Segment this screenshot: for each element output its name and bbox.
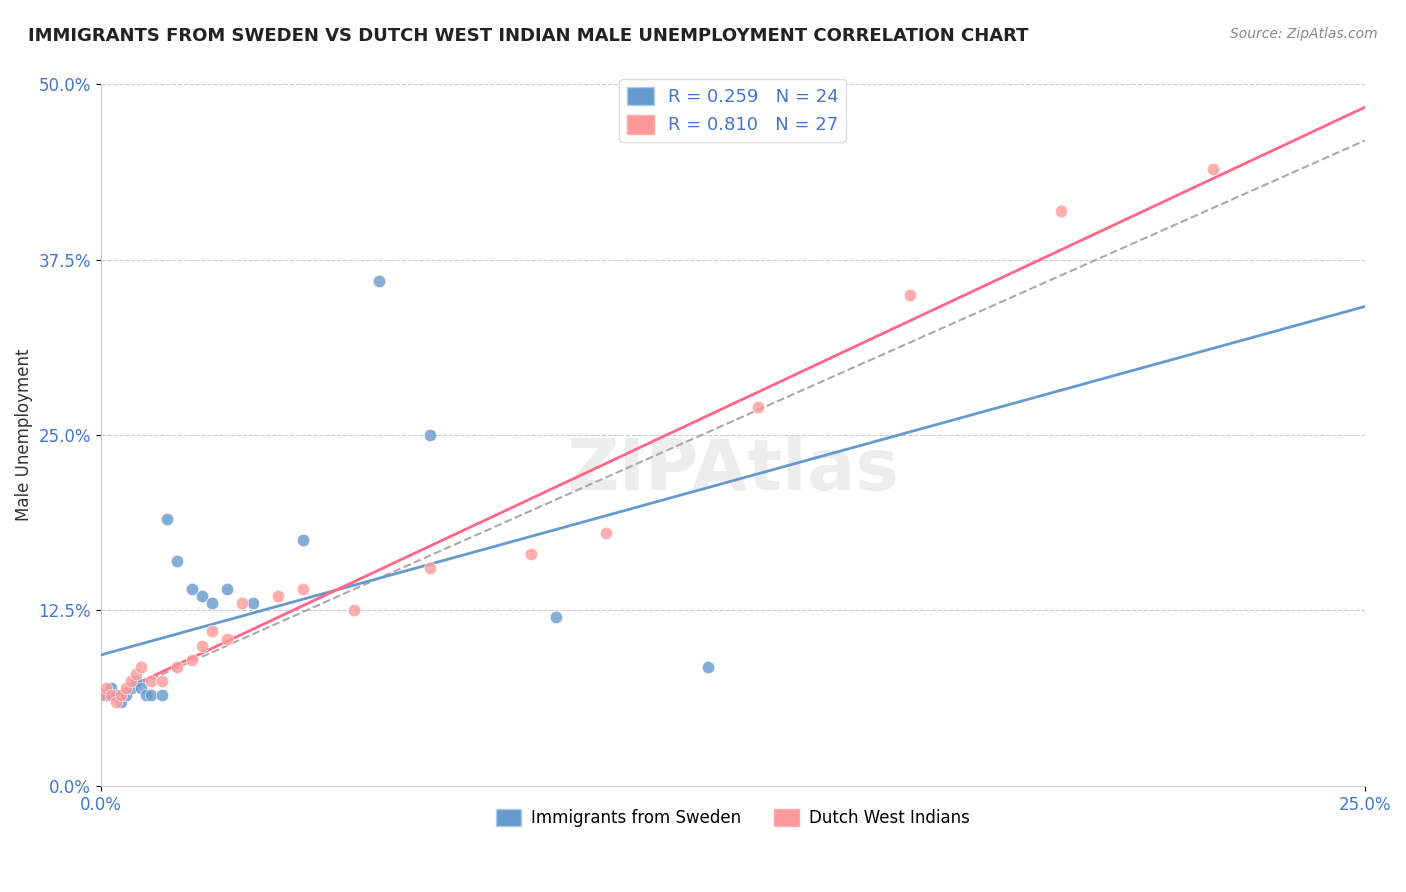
Point xyxy=(368,274,391,288)
Point xyxy=(125,666,148,681)
Point xyxy=(180,582,202,597)
Point xyxy=(180,652,202,666)
Point xyxy=(100,681,122,695)
Text: Source: ZipAtlas.com: Source: ZipAtlas.com xyxy=(1230,27,1378,41)
Point xyxy=(156,512,179,526)
Point xyxy=(131,659,153,673)
Point xyxy=(418,561,440,575)
Point xyxy=(131,681,153,695)
Point xyxy=(94,681,117,695)
Point xyxy=(110,688,132,702)
Point xyxy=(217,632,239,646)
Point xyxy=(1202,161,1225,176)
Point xyxy=(519,547,541,561)
Point xyxy=(231,596,253,610)
Point xyxy=(696,659,718,673)
Point xyxy=(242,596,264,610)
Legend: Immigrants from Sweden, Dutch West Indians: Immigrants from Sweden, Dutch West India… xyxy=(489,802,977,833)
Text: IMMIGRANTS FROM SWEDEN VS DUTCH WEST INDIAN MALE UNEMPLOYMENT CORRELATION CHART: IMMIGRANTS FROM SWEDEN VS DUTCH WEST IND… xyxy=(28,27,1029,45)
Point xyxy=(115,681,138,695)
Point xyxy=(191,590,214,604)
Point xyxy=(166,554,188,568)
Point xyxy=(141,673,163,688)
Point xyxy=(292,582,315,597)
Point xyxy=(150,688,173,702)
Point xyxy=(141,688,163,702)
Point xyxy=(595,526,617,541)
Point xyxy=(166,659,188,673)
Point xyxy=(267,590,290,604)
Point xyxy=(898,288,921,302)
Point xyxy=(747,400,769,414)
Point xyxy=(217,582,239,597)
Point xyxy=(94,688,117,702)
Point xyxy=(343,603,366,617)
Point xyxy=(544,610,567,624)
Point xyxy=(90,688,112,702)
Point xyxy=(418,428,440,442)
Point xyxy=(115,688,138,702)
Point xyxy=(1050,203,1073,218)
Point xyxy=(150,673,173,688)
Point xyxy=(120,673,142,688)
Point xyxy=(105,695,128,709)
Text: ZIPAtlas: ZIPAtlas xyxy=(567,435,900,505)
Point xyxy=(125,673,148,688)
Point xyxy=(292,533,315,548)
Point xyxy=(100,688,122,702)
Point xyxy=(105,688,128,702)
Point xyxy=(201,596,224,610)
Point xyxy=(201,624,224,639)
Point xyxy=(120,681,142,695)
Point xyxy=(135,688,157,702)
Point xyxy=(191,639,214,653)
Point xyxy=(90,688,112,702)
Point xyxy=(110,695,132,709)
Y-axis label: Male Unemployment: Male Unemployment xyxy=(15,349,32,521)
